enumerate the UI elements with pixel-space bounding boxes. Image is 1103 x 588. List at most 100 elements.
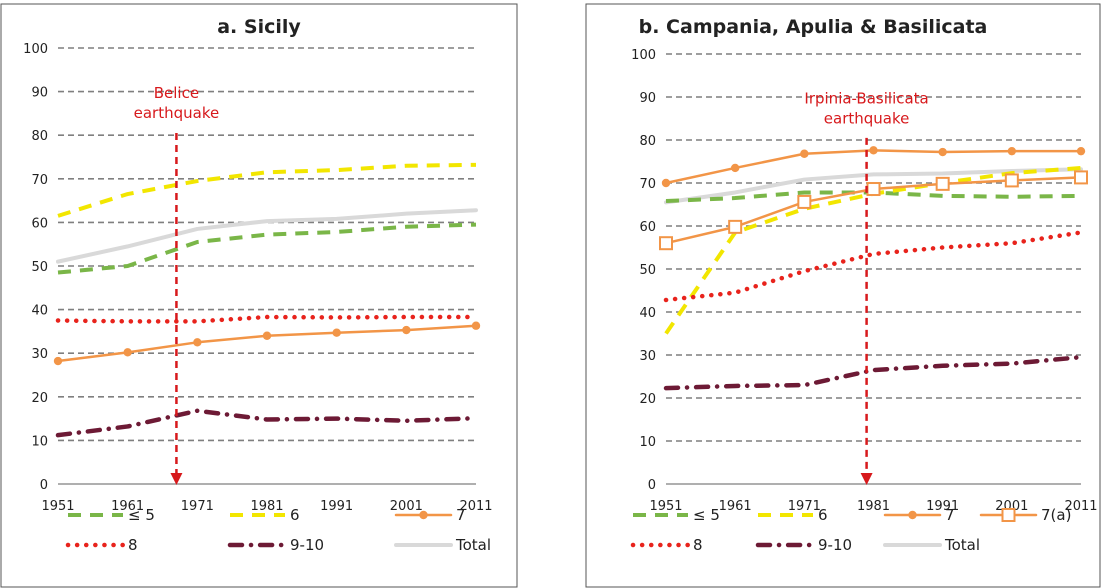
series-total <box>56 208 478 264</box>
annotation-arrowhead <box>170 473 183 485</box>
legend-entry-total: Total <box>394 536 491 554</box>
data-point <box>193 338 202 347</box>
y-tick-label: 100 <box>23 42 48 57</box>
annotation-label: earthquake <box>134 104 220 122</box>
legend-entry-le-5: ≤ 5 <box>68 506 155 524</box>
data-point <box>1007 146 1017 156</box>
data-point <box>800 149 809 158</box>
data-point <box>938 147 947 157</box>
chart-sicily: a. Sicily 0 10 20 30 40 50 60 70 80 90 100 1951 1961… <box>0 3 518 588</box>
series-8 <box>55 314 479 324</box>
legend-label: 7 <box>945 506 955 524</box>
series-line-6 <box>57 162 477 218</box>
legend-label: 8 <box>128 536 138 554</box>
chart-frame <box>0 3 518 588</box>
chart-frame <box>585 3 1101 588</box>
y-tick-label: 100 <box>631 48 656 63</box>
x-tick-label: 2011 <box>459 499 492 514</box>
x-tick-label: 1971 <box>788 499 821 514</box>
legend-label: 6 <box>818 506 828 524</box>
y-tick-label: 10 <box>639 435 656 450</box>
x-tick-label: 2011 <box>1064 499 1097 514</box>
series-line-total <box>664 167 1083 205</box>
y-tick-label: 20 <box>639 392 656 407</box>
legend-marker <box>908 510 917 520</box>
x-tick-label: 1991 <box>926 499 959 514</box>
legend-entry-7: 7 <box>883 506 955 524</box>
series-line-total <box>56 208 478 264</box>
y-tick-label: 0 <box>40 478 48 493</box>
y-tick-label: 70 <box>639 177 656 192</box>
x-tick-label: 1951 <box>649 499 682 514</box>
series-6 <box>57 162 477 218</box>
series-le-5 <box>57 222 477 275</box>
legend-label: 7 <box>456 506 466 524</box>
y-tick-label: 90 <box>639 91 656 106</box>
data-point <box>1004 173 1019 188</box>
legend-entry-6: 6 <box>230 506 300 524</box>
data-point <box>935 176 950 191</box>
legend-label: Total <box>455 536 491 554</box>
y-tick-label: 40 <box>639 306 656 321</box>
legend-label: 9-10 <box>818 536 852 554</box>
series-9-10 <box>663 354 1084 391</box>
annotation-arrowhead <box>860 473 873 485</box>
series-line-9-10 <box>55 408 479 438</box>
y-tick-label: 60 <box>31 216 48 231</box>
legend-marker <box>1001 508 1016 522</box>
y-tick-label: 60 <box>639 220 656 235</box>
data-point <box>123 348 132 357</box>
y-tick-label: 80 <box>639 134 656 149</box>
legend-entry-8: 8 <box>65 536 138 554</box>
data-point <box>53 356 63 366</box>
legend-entry-9-10: 9-10 <box>227 536 324 554</box>
annotation-label: Belice <box>154 84 199 102</box>
x-tick-label: 1971 <box>181 499 214 514</box>
series-line-9-10 <box>663 354 1084 391</box>
chart-title: b. Campania, Apulia & Basilicata <box>639 16 988 38</box>
chart-title: a. Sicily <box>217 16 301 38</box>
data-point <box>1076 146 1086 156</box>
x-tick-label: 2001 <box>390 499 423 514</box>
legend-entry-9-10: 9-10 <box>755 536 852 554</box>
legend-label: 6 <box>290 506 300 524</box>
series-7 <box>53 321 481 366</box>
data-point <box>869 146 878 155</box>
y-tick-label: 30 <box>31 347 48 362</box>
series-line-7 <box>56 324 478 363</box>
panel-campania: b. Campania, Apulia & Basilicata 0 10 20 30… <box>583 0 1103 588</box>
legend-label: ≤ 5 <box>693 506 720 524</box>
y-tick-label: 10 <box>31 434 48 449</box>
y-tick-label: 80 <box>31 129 48 144</box>
x-tick-label: 1991 <box>320 499 353 514</box>
legend-entry-7-a: 7(a) <box>979 506 1071 524</box>
y-tick-label: 30 <box>639 349 656 364</box>
x-tick-label: 1981 <box>250 499 283 514</box>
y-tick-label: 0 <box>648 478 656 493</box>
data-point <box>332 328 341 337</box>
annotation-label: earthquake <box>824 109 910 127</box>
x-tick-label: 1961 <box>719 499 752 514</box>
panel-sicily: a. Sicily 0 10 20 30 40 50 60 70 80 90 100 1951 1961… <box>0 0 520 588</box>
y-tick-label: 90 <box>31 86 48 101</box>
data-point <box>797 194 812 209</box>
legend-entry-8: 8 <box>630 536 703 554</box>
legend-entry-6: 6 <box>758 506 828 524</box>
legend-entry-7: 7 <box>394 506 466 524</box>
y-tick-label: 50 <box>31 260 48 275</box>
chart-campania: b. Campania, Apulia & Basilicata 0 10 20 30… <box>585 3 1101 588</box>
legend-marker <box>419 510 428 520</box>
data-point <box>471 321 481 330</box>
data-point <box>402 325 411 335</box>
y-tick-label: 40 <box>31 304 48 319</box>
annotation-label: Irpinia-Basilicata <box>804 89 928 107</box>
legend-entry-le-5: ≤ 5 <box>633 506 720 524</box>
data-point <box>730 163 740 173</box>
series-line-8 <box>55 314 479 324</box>
legend-label: 8 <box>693 536 703 554</box>
data-point <box>659 236 673 251</box>
data-point <box>728 219 743 234</box>
data-point <box>262 331 272 340</box>
x-tick-label: 1951 <box>41 499 74 514</box>
legend-entry-total: Total <box>883 536 980 554</box>
